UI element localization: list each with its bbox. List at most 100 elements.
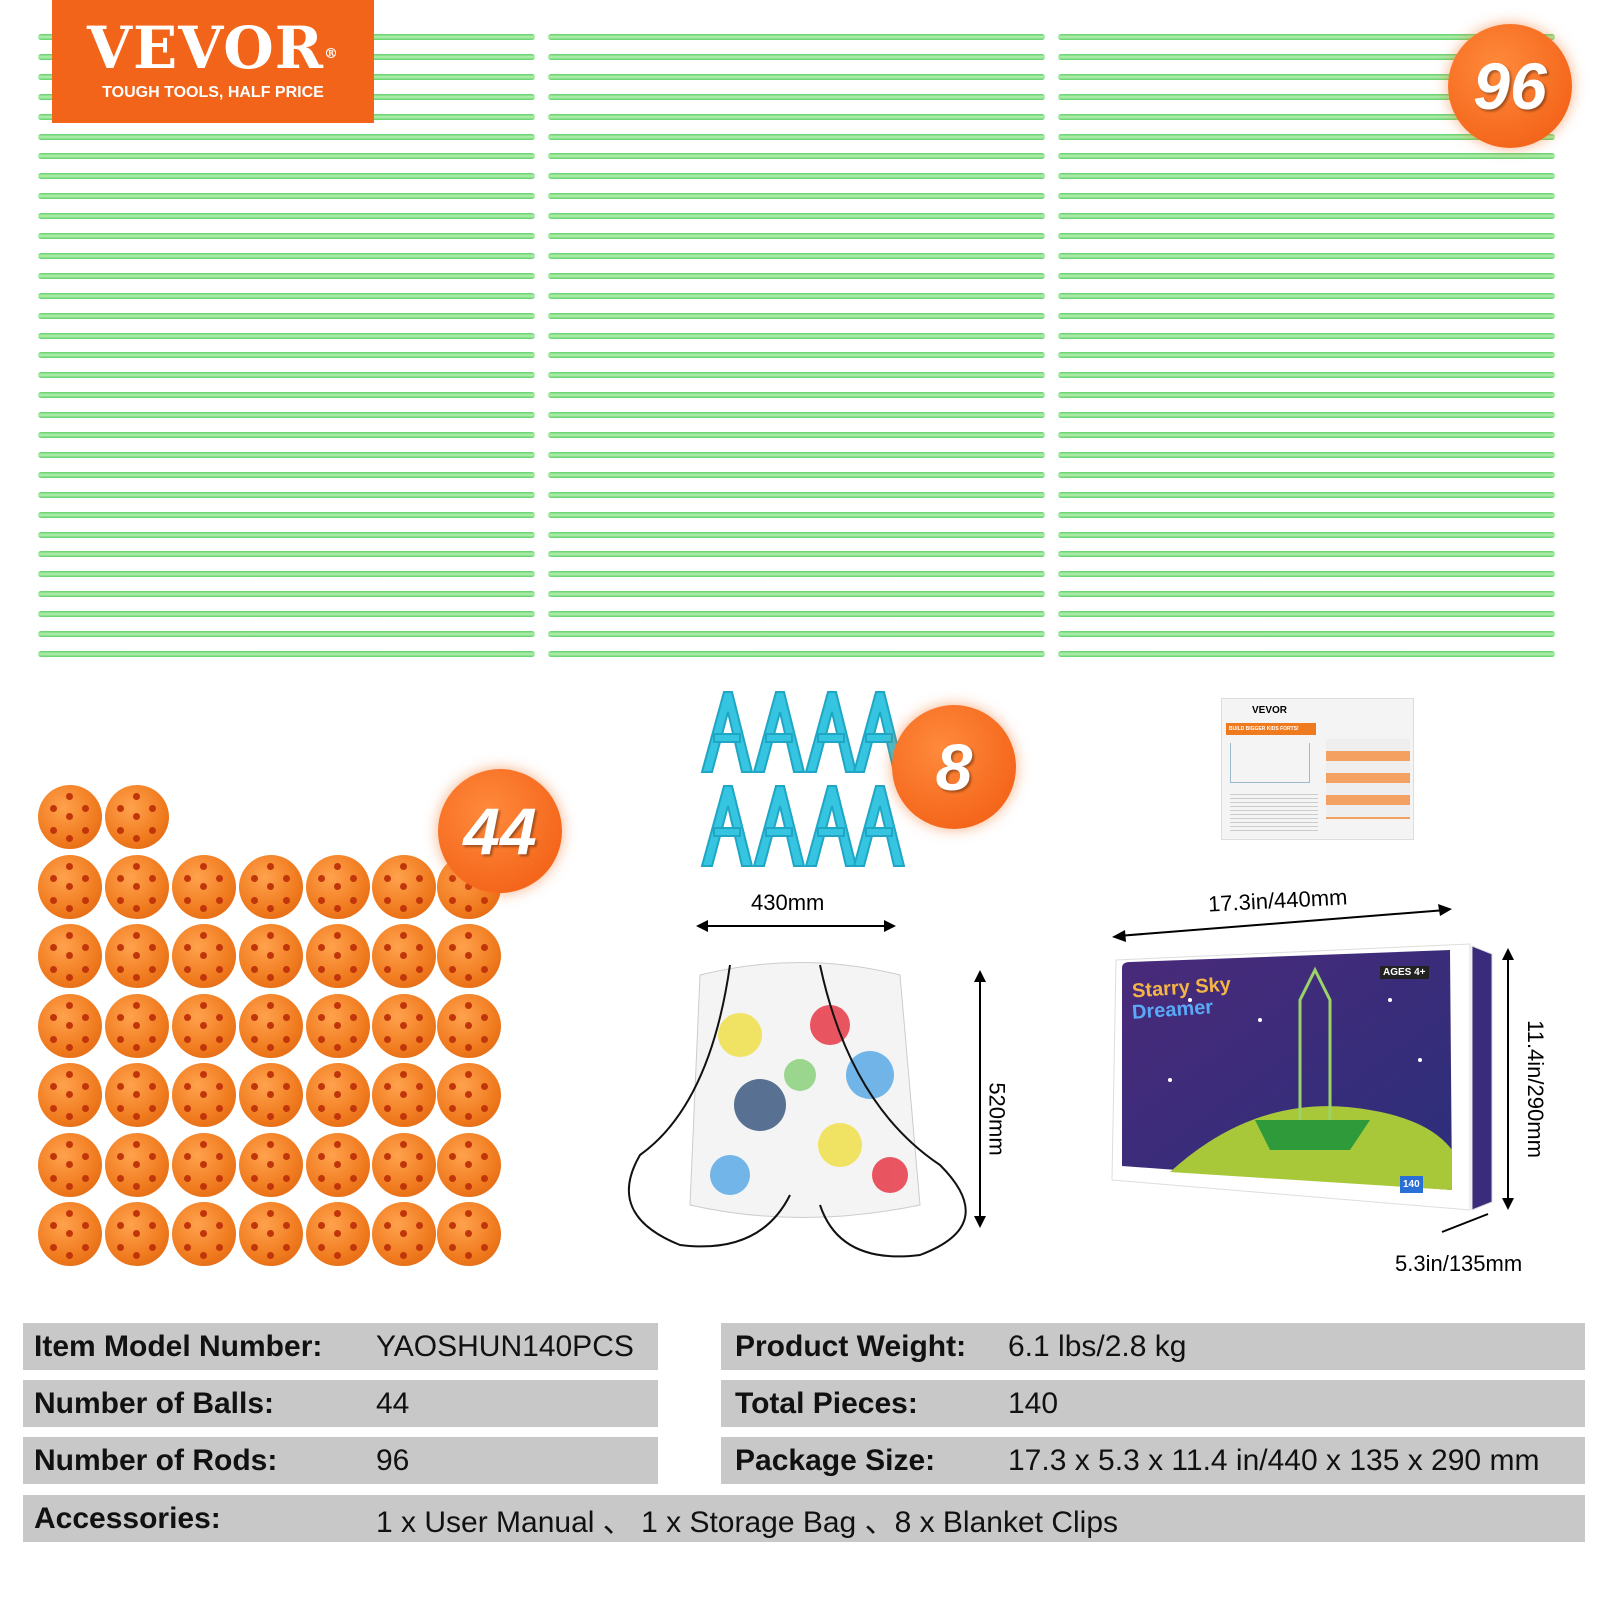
rod — [548, 233, 1045, 239]
spec-label: Item Model Number: — [34, 1329, 323, 1363]
spec-value: 96 — [376, 1443, 410, 1477]
ball — [306, 1202, 370, 1266]
rod — [38, 571, 535, 578]
spec-label: Accessories: — [34, 1501, 221, 1535]
rod — [548, 73, 1045, 80]
rod — [1058, 631, 1555, 637]
rod — [38, 511, 535, 518]
ball — [38, 1063, 102, 1127]
rod — [548, 113, 1045, 120]
rod — [38, 312, 535, 319]
rod — [548, 491, 1045, 498]
rod — [1058, 412, 1555, 419]
ball — [437, 1132, 501, 1197]
spec-value: 17.3 x 5.3 x 11.4 in/440 x 135 x 290 mm — [1008, 1443, 1540, 1477]
rod — [548, 133, 1045, 140]
spec-row-total-pieces: Total Pieces: 140 — [721, 1380, 1585, 1427]
registered-mark: ® — [323, 46, 339, 62]
rod — [38, 272, 535, 279]
spec-row-model: Item Model Number: YAOSHUN140PCS — [23, 1323, 658, 1370]
rod — [1058, 292, 1555, 299]
balls-count-badge: 44 — [438, 769, 562, 893]
ball — [437, 924, 501, 988]
ball — [172, 1132, 236, 1197]
rod — [1058, 471, 1555, 478]
ball — [38, 1202, 102, 1266]
rod — [548, 412, 1045, 419]
ball — [172, 1202, 236, 1266]
package-box-image — [1111, 943, 1493, 1211]
rod — [38, 591, 535, 598]
rod — [38, 650, 535, 657]
ball — [372, 1132, 436, 1197]
ball — [38, 854, 102, 919]
ball — [105, 1202, 169, 1266]
bag-width-arrow — [696, 920, 896, 932]
spec-value: 140 — [1008, 1386, 1059, 1420]
spec-value: 1 x User Manual 、 1 x Storage Bag 、8 x B… — [376, 1505, 1119, 1539]
bag-height-label: 520mm — [984, 1082, 1010, 1156]
rod — [1058, 531, 1555, 538]
box-height-arrow — [1502, 948, 1514, 1210]
ball — [239, 924, 303, 988]
rod — [38, 153, 535, 160]
rod — [1058, 312, 1555, 319]
spec-row-balls: Number of Balls: 44 — [23, 1380, 658, 1427]
rod — [1058, 392, 1555, 399]
rod — [548, 511, 1045, 518]
ball — [38, 785, 102, 849]
spec-label: Product Weight: — [735, 1329, 967, 1363]
spec-value: YAOSHUN140PCS — [376, 1329, 634, 1363]
spec-value: 44 — [376, 1386, 410, 1420]
ball — [437, 993, 501, 1058]
ball — [105, 1132, 169, 1197]
rod — [548, 631, 1045, 637]
rod — [1058, 272, 1555, 279]
bag-width-label: 430mm — [751, 890, 825, 915]
ball — [105, 924, 169, 988]
spec-row-accessories: Accessories: 1 x User Manual 、 1 x Storag… — [23, 1495, 1585, 1542]
rod — [38, 392, 535, 399]
logo-tagline: TOUGH TOOLS, HALF PRICE — [102, 84, 324, 101]
rod — [1058, 332, 1555, 339]
ball — [105, 854, 169, 919]
ball — [306, 1132, 370, 1197]
vevor-logo: VEVOR® TOUGH TOOLS, HALF PRICE — [52, 0, 374, 123]
rod — [1058, 53, 1555, 60]
blanket-clips-image — [700, 691, 905, 867]
ball — [372, 1063, 436, 1127]
ball — [172, 1063, 236, 1127]
rod — [1058, 193, 1555, 200]
rod — [548, 292, 1045, 299]
ball — [372, 1202, 436, 1266]
rod — [1058, 432, 1555, 438]
user-manual-image: VEVOR BUILD BIGGER KIDS FORTS! — [1221, 698, 1414, 840]
rod — [1058, 133, 1555, 140]
spec-label: Package Size: — [735, 1443, 936, 1477]
ball — [239, 1063, 303, 1127]
spec-label: Number of Rods: — [34, 1443, 278, 1477]
rod — [1058, 352, 1555, 359]
rod — [548, 34, 1045, 40]
rod — [1058, 571, 1555, 578]
rod — [548, 531, 1045, 538]
rod — [548, 193, 1045, 200]
box-depth-label: 5.3in/135mm — [1395, 1251, 1523, 1276]
ball — [372, 854, 436, 919]
rod — [38, 412, 535, 419]
rod — [1058, 650, 1555, 657]
rod — [548, 650, 1045, 657]
rod — [548, 332, 1045, 339]
rod — [548, 392, 1045, 399]
rod — [548, 451, 1045, 458]
ball — [306, 1063, 370, 1127]
rod — [1058, 491, 1555, 498]
manual-banner: BUILD BIGGER KIDS FORTS! — [1226, 723, 1316, 735]
rod — [548, 551, 1045, 558]
rod — [548, 252, 1045, 259]
rod — [38, 372, 535, 379]
ball — [239, 854, 303, 919]
rod — [38, 173, 535, 180]
rod — [38, 471, 535, 478]
rod — [38, 352, 535, 359]
